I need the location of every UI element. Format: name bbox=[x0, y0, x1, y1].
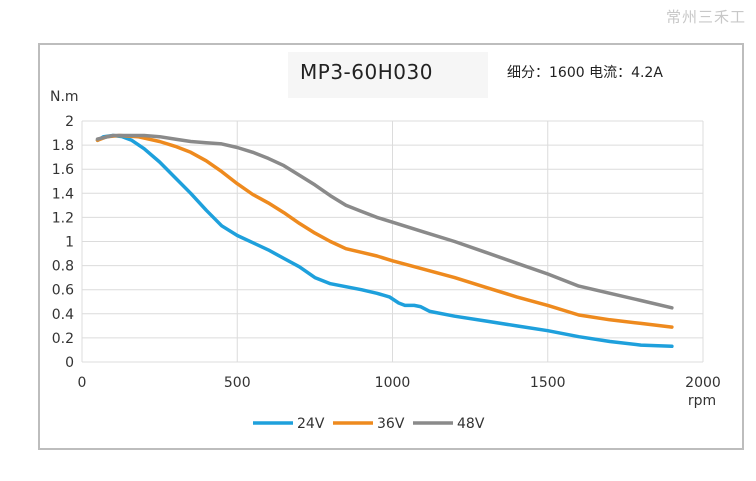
series-line-48V bbox=[95, 133, 674, 310]
chart-frame bbox=[38, 43, 744, 450]
title-background bbox=[288, 52, 488, 98]
y-tick-label: 0.2 bbox=[52, 331, 74, 347]
x-tick-label: 0 bbox=[78, 375, 87, 391]
chart-subtitle: 细分：1600 电流：4.2A bbox=[507, 65, 663, 81]
x-tick-label: 2000 bbox=[685, 375, 721, 391]
y-tick-label: 1.4 bbox=[52, 186, 74, 202]
series-line-36V bbox=[95, 133, 674, 329]
y-tick-label: 1.8 bbox=[52, 138, 74, 154]
y-tick-label: 1.2 bbox=[52, 210, 74, 226]
x-axis-label: rpm bbox=[688, 393, 716, 409]
y-tick-label: 0.8 bbox=[52, 259, 74, 275]
y-axis-label: N.m bbox=[50, 89, 79, 105]
x-tick-label: 1500 bbox=[530, 375, 566, 391]
legend-label: 48V bbox=[457, 416, 485, 432]
watermark: 常州三禾工 bbox=[665, 8, 746, 26]
y-tick-label: 0.4 bbox=[52, 307, 74, 323]
legend-label: 36V bbox=[377, 416, 405, 432]
y-tick-label: 1 bbox=[65, 235, 74, 251]
y-tick-label: 0 bbox=[65, 355, 74, 371]
series-line-24V bbox=[95, 133, 674, 349]
x-tick-label: 1000 bbox=[375, 375, 411, 391]
y-tick-label: 1.6 bbox=[52, 162, 74, 178]
y-tick-label: 2 bbox=[65, 114, 74, 130]
x-tick-label: 500 bbox=[224, 375, 251, 391]
y-tick-label: 0.6 bbox=[52, 283, 74, 299]
chart-title: MP3-60H030 bbox=[300, 60, 433, 84]
legend-label: 24V bbox=[297, 416, 325, 432]
